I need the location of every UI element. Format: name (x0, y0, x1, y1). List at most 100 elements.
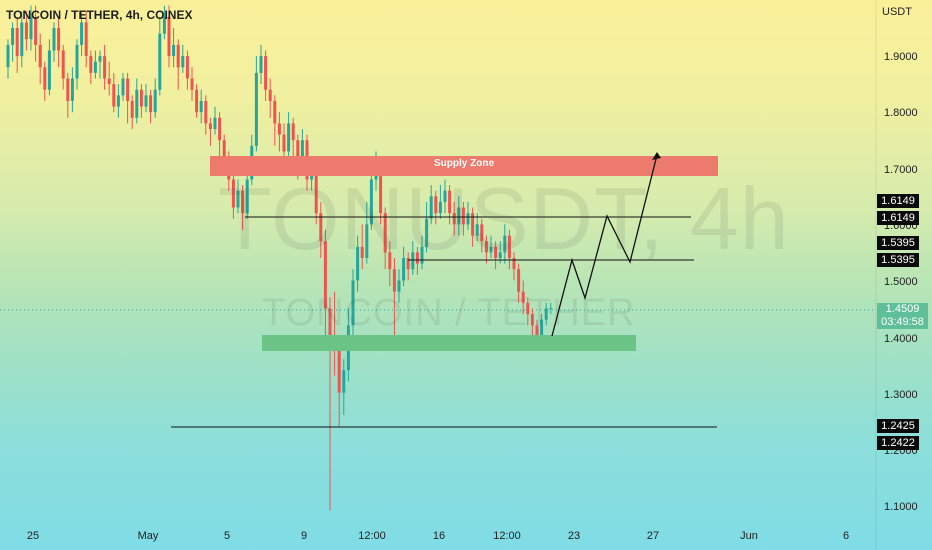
price-tag[interactable]: 1.5395 (877, 253, 919, 267)
candle[interactable] (107, 61, 111, 96)
candle[interactable] (429, 185, 433, 225)
candle[interactable] (66, 72, 70, 118)
candle[interactable] (494, 241, 498, 270)
candle[interactable] (448, 185, 452, 225)
candle[interactable] (153, 78, 157, 118)
candle[interactable] (337, 336, 341, 427)
candle[interactable] (402, 246, 406, 287)
candle[interactable] (268, 78, 272, 118)
candle[interactable] (438, 185, 442, 219)
candle[interactable] (38, 33, 42, 85)
candle[interactable] (139, 84, 143, 118)
candle[interactable] (406, 252, 410, 281)
candle[interactable] (89, 50, 93, 85)
candle[interactable] (392, 258, 396, 348)
candle[interactable] (484, 235, 488, 264)
candle[interactable] (20, 11, 24, 68)
price-tag[interactable]: 1.6149 (877, 194, 919, 208)
candle[interactable] (135, 78, 139, 124)
candle[interactable] (130, 95, 134, 129)
candle[interactable] (241, 185, 245, 230)
candle[interactable] (181, 44, 185, 73)
candle[interactable] (526, 297, 530, 326)
candle[interactable] (517, 263, 521, 303)
candle[interactable] (144, 84, 148, 113)
price-tag[interactable]: 1.2422 (877, 436, 919, 450)
candle[interactable] (323, 229, 327, 337)
candle[interactable] (75, 39, 79, 90)
candle[interactable] (461, 201, 465, 236)
candle[interactable] (43, 61, 47, 101)
candle[interactable] (443, 179, 447, 214)
candle[interactable] (351, 269, 355, 337)
candle[interactable] (360, 224, 364, 270)
candle[interactable] (15, 16, 19, 73)
candle[interactable] (80, 11, 84, 57)
candle[interactable] (480, 218, 484, 253)
candle[interactable] (204, 95, 208, 135)
last-price-tag[interactable]: 1.4509 03:49:58 (877, 303, 928, 329)
candle[interactable] (176, 39, 180, 90)
candle[interactable] (47, 39, 51, 96)
candle[interactable] (231, 173, 235, 219)
candle[interactable] (149, 89, 153, 124)
candle[interactable] (503, 224, 507, 264)
candle[interactable] (172, 28, 176, 68)
candle[interactable] (185, 50, 189, 90)
candle[interactable] (544, 302, 548, 326)
candle[interactable] (471, 207, 475, 247)
candle[interactable] (425, 201, 429, 253)
candle[interactable] (333, 291, 337, 376)
candle[interactable] (434, 190, 438, 225)
candle[interactable] (116, 84, 120, 118)
projected-path[interactable] (551, 154, 658, 337)
supply-zone-rect[interactable] (210, 156, 718, 176)
candle[interactable] (273, 95, 277, 146)
candle[interactable] (457, 196, 461, 236)
candle[interactable] (489, 235, 493, 258)
candle[interactable] (126, 72, 130, 124)
candle[interactable] (158, 16, 162, 96)
candle[interactable] (24, 11, 28, 51)
candle[interactable] (93, 50, 97, 79)
candle[interactable] (84, 11, 88, 68)
candle[interactable] (259, 44, 263, 85)
candle[interactable] (388, 241, 392, 287)
candle[interactable] (218, 112, 222, 158)
candle[interactable] (383, 207, 387, 270)
candle[interactable] (287, 112, 291, 158)
candle[interactable] (245, 168, 249, 219)
candle[interactable] (112, 72, 116, 113)
candle[interactable] (236, 179, 240, 214)
chart-title[interactable]: TONCOIN / TETHER, 4h, COINEX (6, 8, 193, 22)
candle[interactable] (411, 241, 415, 275)
candle[interactable] (319, 201, 323, 258)
candle[interactable] (195, 84, 199, 118)
demand-zone-rect[interactable] (262, 335, 636, 351)
candle[interactable] (121, 72, 125, 101)
candle[interactable] (356, 235, 360, 292)
candle[interactable] (264, 50, 268, 101)
candle[interactable] (70, 67, 74, 113)
candle[interactable] (52, 22, 56, 62)
candle[interactable] (103, 44, 107, 90)
candle[interactable] (254, 56, 258, 152)
candle[interactable] (365, 201, 369, 264)
price-tag[interactable]: 1.2425 (877, 419, 919, 433)
candle[interactable] (420, 235, 424, 270)
price-tag[interactable]: 1.5395 (877, 236, 919, 250)
candle[interactable] (190, 67, 194, 101)
candle[interactable] (466, 201, 470, 230)
candle[interactable] (277, 112, 281, 152)
candle[interactable] (530, 308, 534, 337)
candle[interactable] (452, 201, 456, 236)
candle[interactable] (34, 5, 38, 62)
candle[interactable] (507, 229, 511, 270)
candle[interactable] (167, 5, 171, 68)
candle[interactable] (57, 16, 61, 68)
candle[interactable] (415, 246, 419, 275)
candle[interactable] (342, 358, 346, 416)
candle[interactable] (397, 269, 401, 303)
candle[interactable] (29, 5, 33, 51)
